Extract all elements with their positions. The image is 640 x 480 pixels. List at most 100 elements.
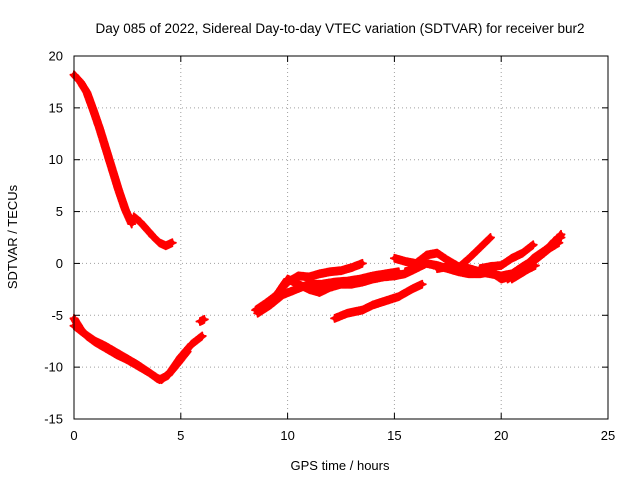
series-arc-4 [69,321,192,385]
x-tick-label: 0 [70,428,77,443]
data-point [349,265,355,271]
data-point [477,245,483,251]
data-point [317,289,323,295]
data-point [402,269,408,275]
data-point [359,307,365,313]
data-point [319,281,325,287]
data-point [558,231,564,237]
data-point [135,362,141,368]
data-point [199,333,205,339]
data-point [349,281,355,287]
data-point [122,206,128,212]
data-point [383,298,389,304]
data-point [327,284,333,290]
data-point [445,257,451,263]
data-point [359,279,365,285]
data-point [488,264,494,270]
data-point [419,281,425,287]
data-point [174,362,180,368]
series-markers [69,70,137,229]
y-tick-label: 10 [49,152,63,167]
data-point [201,316,207,322]
data-point [517,271,523,277]
x-tick-label: 15 [387,428,401,443]
y-tick-label: 15 [49,100,63,115]
series-arc-9 [330,279,427,323]
data-point [306,286,312,292]
series-arc-1 [69,70,137,229]
data-point [103,343,109,349]
data-point [455,265,461,271]
data-point [530,242,536,248]
y-tick-label: -15 [44,412,63,427]
data-point [423,252,429,258]
series-markers [69,321,192,385]
y-tick-label: 20 [49,49,63,64]
plot-frame [73,55,609,420]
data-point [488,235,494,240]
data-point [163,243,169,249]
x-tick-label: 25 [601,428,615,443]
data-point [109,167,115,173]
x-tick-label: 10 [280,428,294,443]
data-point [509,255,515,261]
data-point [306,274,312,280]
data-point [255,310,261,316]
data-point [466,271,472,277]
data-point [381,274,387,280]
x-tick-label: 5 [177,428,184,443]
data-point [509,276,515,282]
data-point [184,349,190,355]
series-layer [69,70,566,385]
series-arc-12 [432,233,495,274]
data-point [391,273,397,279]
grid [74,56,608,419]
data-point [295,281,301,287]
data-point [338,268,344,274]
data-point [124,356,130,362]
data-point [285,276,291,282]
data-point [498,263,504,269]
data-point [547,245,553,251]
data-point [188,341,194,347]
x-axis-label: GPS time / hours [291,458,390,473]
data-point [156,240,162,246]
data-point [402,258,408,264]
chart-title: Day 085 of 2022, Sidereal Day-to-day VTE… [96,21,585,36]
x-tick-label: 20 [494,428,508,443]
data-point [165,372,171,378]
data-point [408,286,414,292]
y-axis-label: SDTVAR / TECUs [5,184,20,289]
data-point [434,266,440,272]
data-point [332,315,338,321]
data-point [541,250,547,256]
data-point [526,266,532,272]
series-arc-15 [507,261,540,284]
data-point [150,233,156,239]
data-point [344,310,350,316]
series-arc-5 [195,314,209,326]
data-point [268,302,274,308]
data-point [532,263,538,269]
data-point [146,369,152,375]
axis-ticks: 0 5 10 15 20 25 -15 -10 -5 0 5 10 15 20 [44,49,615,444]
data-point [396,294,402,300]
y-tick-label: -10 [44,360,63,375]
series-markers [129,212,177,251]
data-point [197,319,203,325]
data-point [84,89,90,95]
data-point [520,250,526,256]
data-point [90,107,96,113]
data-point [137,219,143,225]
data-point [370,276,376,282]
data-point [423,260,429,266]
data-point [144,226,150,232]
data-point [413,266,419,272]
data-point [114,350,120,356]
data-point [116,188,122,194]
data-point [156,377,162,383]
data-point [370,302,376,308]
y-tick-label: 0 [56,256,63,271]
data-point [274,292,280,298]
